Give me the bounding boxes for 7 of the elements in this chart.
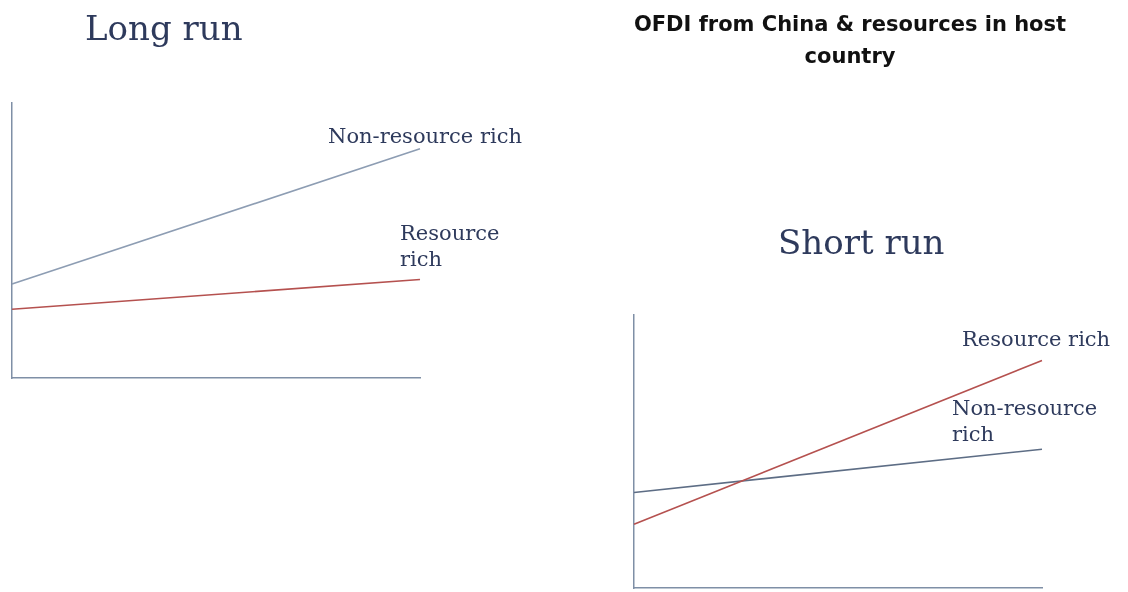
text: OFDI from China & resources in host country bbox=[632, 11, 1068, 70]
series-label: Non-resource rich bbox=[328, 123, 522, 148]
chart-title: Short run bbox=[778, 222, 945, 262]
series-label: Resource rich bbox=[962, 327, 1111, 352]
series-label: Non-resource rich bbox=[952, 396, 1098, 447]
series-label: Resource rich bbox=[400, 221, 500, 272]
chart-title: Long run bbox=[85, 8, 243, 48]
